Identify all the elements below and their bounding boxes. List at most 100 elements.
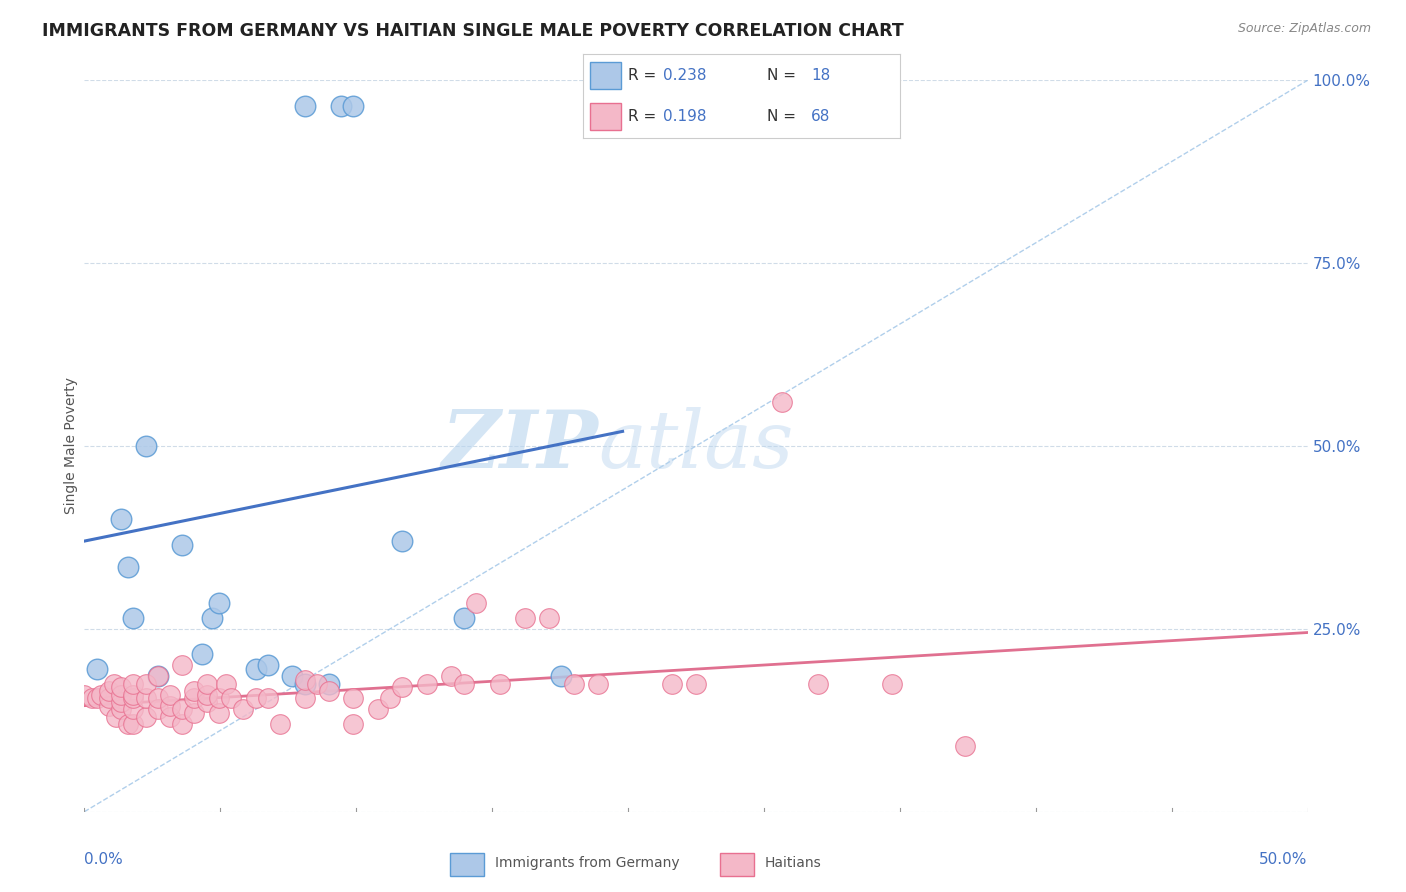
Point [562,676,585,690]
Point [770,395,793,409]
Point [318,684,340,698]
Point [294,673,316,687]
Point [183,706,205,720]
Point [489,676,512,690]
Point [172,702,194,716]
Point [146,669,169,683]
Bar [720,853,754,876]
Point [117,717,139,731]
Text: Source: ZipAtlas.com: Source: ZipAtlas.com [1237,22,1371,36]
Point [110,695,132,709]
Bar [591,103,621,130]
Point [391,681,413,695]
Point [195,676,218,690]
Point [90,688,112,702]
Text: 50.0%: 50.0% [1260,852,1308,867]
Point [146,669,169,683]
Point [305,676,328,690]
Text: 0.238: 0.238 [662,68,706,83]
Point [807,676,830,690]
Point [117,559,139,574]
Text: Haitians: Haitians [765,856,821,871]
Point [281,669,304,683]
Point [86,691,108,706]
Point [342,99,364,113]
Point [200,611,222,625]
Point [342,691,364,706]
Point [172,717,194,731]
Point [245,662,267,676]
Point [208,706,231,720]
Text: 68: 68 [811,109,831,124]
Point [172,538,194,552]
Point [122,717,145,731]
Point [367,702,389,716]
Point [342,717,364,731]
Point [146,702,169,716]
Point [195,688,218,702]
Point [86,662,108,676]
Point [135,691,157,706]
Point [257,691,280,706]
Point [880,676,903,690]
Point [159,709,181,723]
Point [380,691,402,706]
Point [416,676,439,690]
Point [208,691,231,706]
Point [110,688,132,702]
Text: 0.198: 0.198 [662,109,706,124]
Point [122,702,145,716]
Bar [591,62,621,89]
Point [105,709,128,723]
Point [183,691,205,706]
Text: R =: R = [627,109,661,124]
Point [232,702,254,716]
Point [257,658,280,673]
Point [219,691,242,706]
Bar [450,853,484,876]
Point [586,676,609,690]
Point [191,648,214,662]
Text: atlas: atlas [598,408,793,484]
Point [330,99,353,113]
Text: Immigrants from Germany: Immigrants from Germany [495,856,679,871]
Point [146,691,169,706]
Point [391,534,413,549]
Text: N =: N = [768,109,801,124]
Point [159,698,181,713]
Point [122,611,145,625]
Point [453,611,475,625]
Point [513,611,536,625]
Text: IMMIGRANTS FROM GERMANY VS HAITIAN SINGLE MALE POVERTY CORRELATION CHART: IMMIGRANTS FROM GERMANY VS HAITIAN SINGL… [42,22,904,40]
Point [440,669,463,683]
Y-axis label: Single Male Poverty: Single Male Poverty [65,377,79,515]
Point [159,688,181,702]
Point [245,691,267,706]
Point [294,99,316,113]
Point [135,709,157,723]
Text: 18: 18 [811,68,831,83]
Point [135,676,157,690]
Point [294,676,316,690]
Point [318,676,340,690]
Point [685,676,707,690]
Point [122,691,145,706]
Point [122,676,145,690]
Point [103,676,125,690]
Text: N =: N = [768,68,801,83]
Point [110,702,132,716]
Point [122,688,145,702]
Point [294,691,316,706]
Point [110,512,132,526]
Point [215,676,238,690]
Point [195,695,218,709]
Point [183,684,205,698]
Point [208,596,231,610]
Text: R =: R = [627,68,661,83]
Point [269,717,291,731]
Point [464,596,486,610]
Point [80,691,103,706]
Point [172,658,194,673]
Point [953,739,976,753]
Text: 0.0%: 0.0% [84,852,124,867]
